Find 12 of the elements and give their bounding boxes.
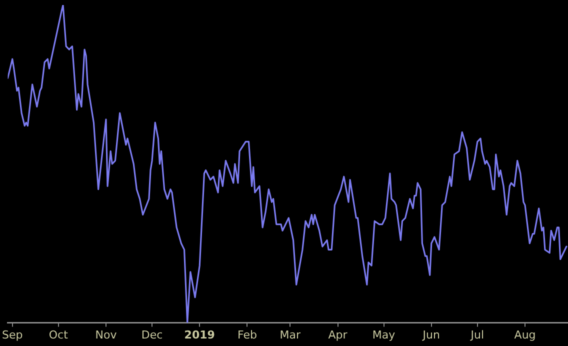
x-tick-label: Oct xyxy=(48,328,69,342)
x-tick-label: 2019 xyxy=(184,328,215,342)
x-tick-label: Jul xyxy=(470,328,484,342)
x-tick-label: May xyxy=(372,328,396,342)
x-tick-label: Sep xyxy=(2,328,23,342)
x-tick-label: Jun xyxy=(422,328,440,342)
x-tick-label: Mar xyxy=(280,328,302,342)
x-tick-label: Apr xyxy=(328,328,348,342)
x-tick-label: Dec xyxy=(141,328,163,342)
x-tick-label: Feb xyxy=(237,328,257,342)
x-tick-label: Nov xyxy=(95,328,118,342)
x-tick-label: Aug xyxy=(514,328,536,342)
